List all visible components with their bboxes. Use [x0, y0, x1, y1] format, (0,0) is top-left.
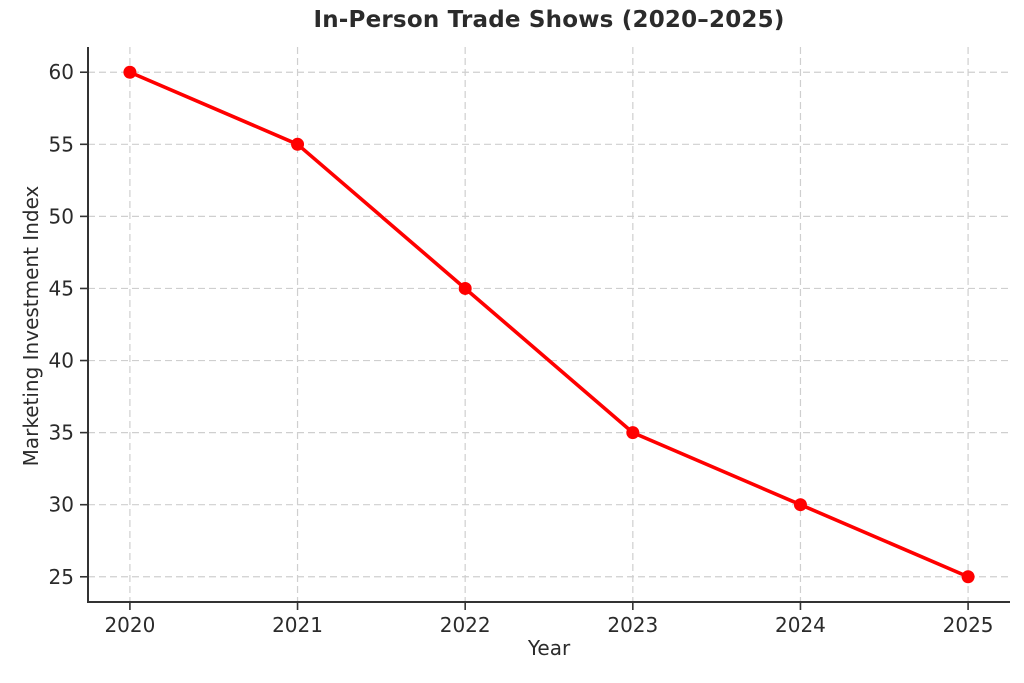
y-tick-label: 50 [49, 204, 74, 228]
x-tick-label: 2022 [440, 613, 491, 637]
x-tick-label: 2025 [943, 613, 994, 637]
data-line [128, 70, 970, 579]
x-tick-label: 2020 [104, 613, 155, 637]
x-axis-label: Year [527, 636, 571, 660]
data-point-marker [291, 137, 305, 151]
y-tick-label: 60 [49, 60, 74, 84]
y-tick-label: 35 [49, 421, 74, 445]
data-point-marker [458, 281, 472, 295]
data-point-marker [626, 426, 640, 440]
y-tick-label: 55 [49, 132, 74, 156]
data-point-marker [793, 498, 807, 512]
y-tick-label: 45 [49, 276, 74, 300]
x-tick-label: 2021 [272, 613, 323, 637]
y-tick-label: 25 [49, 565, 74, 589]
x-tick-label: 2024 [775, 613, 826, 637]
data-point-marker [123, 65, 137, 79]
y-tick-label: 30 [49, 493, 74, 517]
x-tick-label: 2023 [607, 613, 658, 637]
chart-title: In-Person Trade Shows (2020–2025) [313, 7, 785, 33]
data-point-marker [961, 570, 975, 584]
y-axis-label: Marketing Investment Index [19, 185, 43, 467]
y-tick-label: 40 [49, 349, 74, 373]
